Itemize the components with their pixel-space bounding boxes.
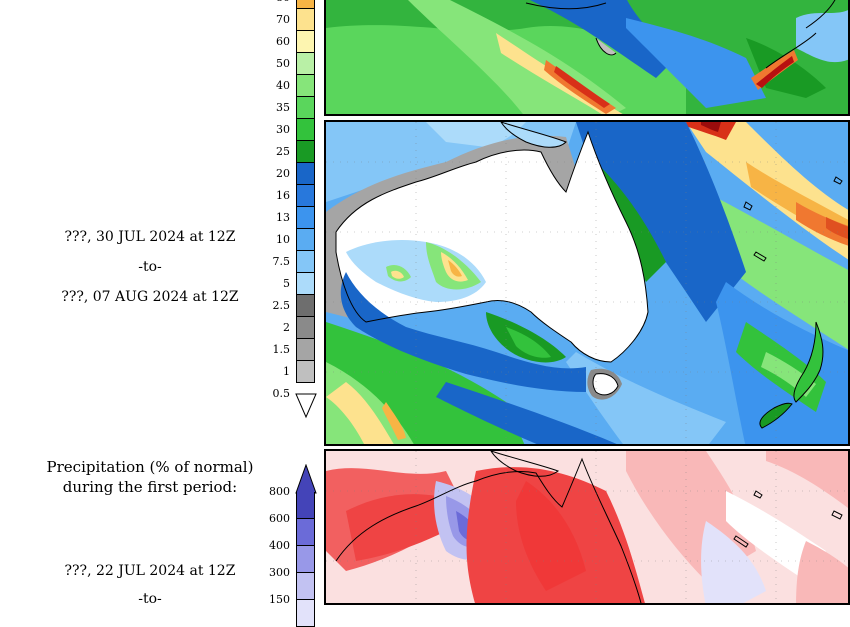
colorbar-swatch xyxy=(296,0,315,9)
period-to-text: -to- xyxy=(138,259,162,275)
colorbar-swatch xyxy=(296,229,315,251)
colorbar-swatch xyxy=(296,31,315,53)
colorbar-swatch xyxy=(296,141,315,163)
colorbar-tick-label: 10 xyxy=(276,233,290,246)
colorbar-tick-label: 70 xyxy=(276,13,290,26)
colorbar-tick-label: 400 xyxy=(269,539,290,552)
colorbar-tick-label: 800 xyxy=(269,485,290,498)
colorbar-swatch xyxy=(296,75,315,97)
precip-period-start-text: ???, 22 JUL 2024 at 12Z xyxy=(64,563,236,579)
colorbar-swatch xyxy=(296,185,315,207)
colorbar-tick-label: 0.5 xyxy=(272,387,291,400)
colorbar-tick-label: 35 xyxy=(276,101,290,114)
precip-title-line2: during the first period: xyxy=(62,478,238,496)
colorbar-swatch xyxy=(296,9,315,31)
colorbar-tick-label: 80 xyxy=(254,0,290,4)
colorbar-top-arrow xyxy=(295,464,317,494)
colorbar-swatch xyxy=(296,97,315,119)
precip-title-line1: Precipitation (% of normal) xyxy=(46,458,254,476)
period-end-text: ???, 07 AUG 2024 at 12Z xyxy=(61,289,239,305)
colorbar-tick-label: 13 xyxy=(276,211,290,224)
colorbar-swatch xyxy=(296,295,315,317)
colorbar-swatch xyxy=(296,339,315,361)
colorbar-tick-label: 50 xyxy=(276,57,290,70)
period-start-text: ???, 30 JUL 2024 at 12Z xyxy=(64,229,236,245)
colorbar-swatch xyxy=(296,573,315,600)
colorbar-tick-label: 2 xyxy=(283,321,290,334)
colorbar-swatch xyxy=(296,273,315,295)
colorbar-swatch xyxy=(296,361,315,383)
colorbar-tick-label: 5 xyxy=(283,277,290,290)
colorbar-swatch xyxy=(296,163,315,185)
colorbar-swatch xyxy=(296,53,315,75)
colorbar-swatch xyxy=(296,119,315,141)
colorbar-tick-label: 1.5 xyxy=(272,343,291,356)
colorbar-swatch xyxy=(296,492,315,519)
colorbar-tick-label: 600 xyxy=(269,512,290,525)
colorbar-tick-label: 25 xyxy=(276,145,290,158)
colorbar-swatch xyxy=(296,317,315,339)
colorbar-tick-label: 16 xyxy=(276,189,290,202)
map-panel-top xyxy=(324,0,850,116)
colorbar-swatch xyxy=(296,519,315,546)
colorbar-swatch xyxy=(296,251,315,273)
colorbar-tick-label: 40 xyxy=(276,79,290,92)
colorbar-swatch xyxy=(296,600,315,627)
colorbar-tick-label: 20 xyxy=(276,167,290,180)
colorbar-tick-label: 7.5 xyxy=(272,255,291,268)
colorbar-bottom-arrow xyxy=(295,393,317,419)
colorbar-tick-label: 60 xyxy=(276,35,290,48)
colorbar-swatch xyxy=(296,207,315,229)
colorbar-tick-label: 300 xyxy=(269,566,290,579)
colorbar-swatch xyxy=(296,546,315,573)
colorbar-tick-label: 30 xyxy=(276,123,290,136)
colorbar-tick-label: 1 xyxy=(283,365,290,378)
map-panel-middle xyxy=(324,120,850,446)
colorbar-tick-label: 2.5 xyxy=(272,299,291,312)
precip-period-to-text: -to- xyxy=(138,591,162,607)
map-panel-bottom xyxy=(324,449,850,605)
